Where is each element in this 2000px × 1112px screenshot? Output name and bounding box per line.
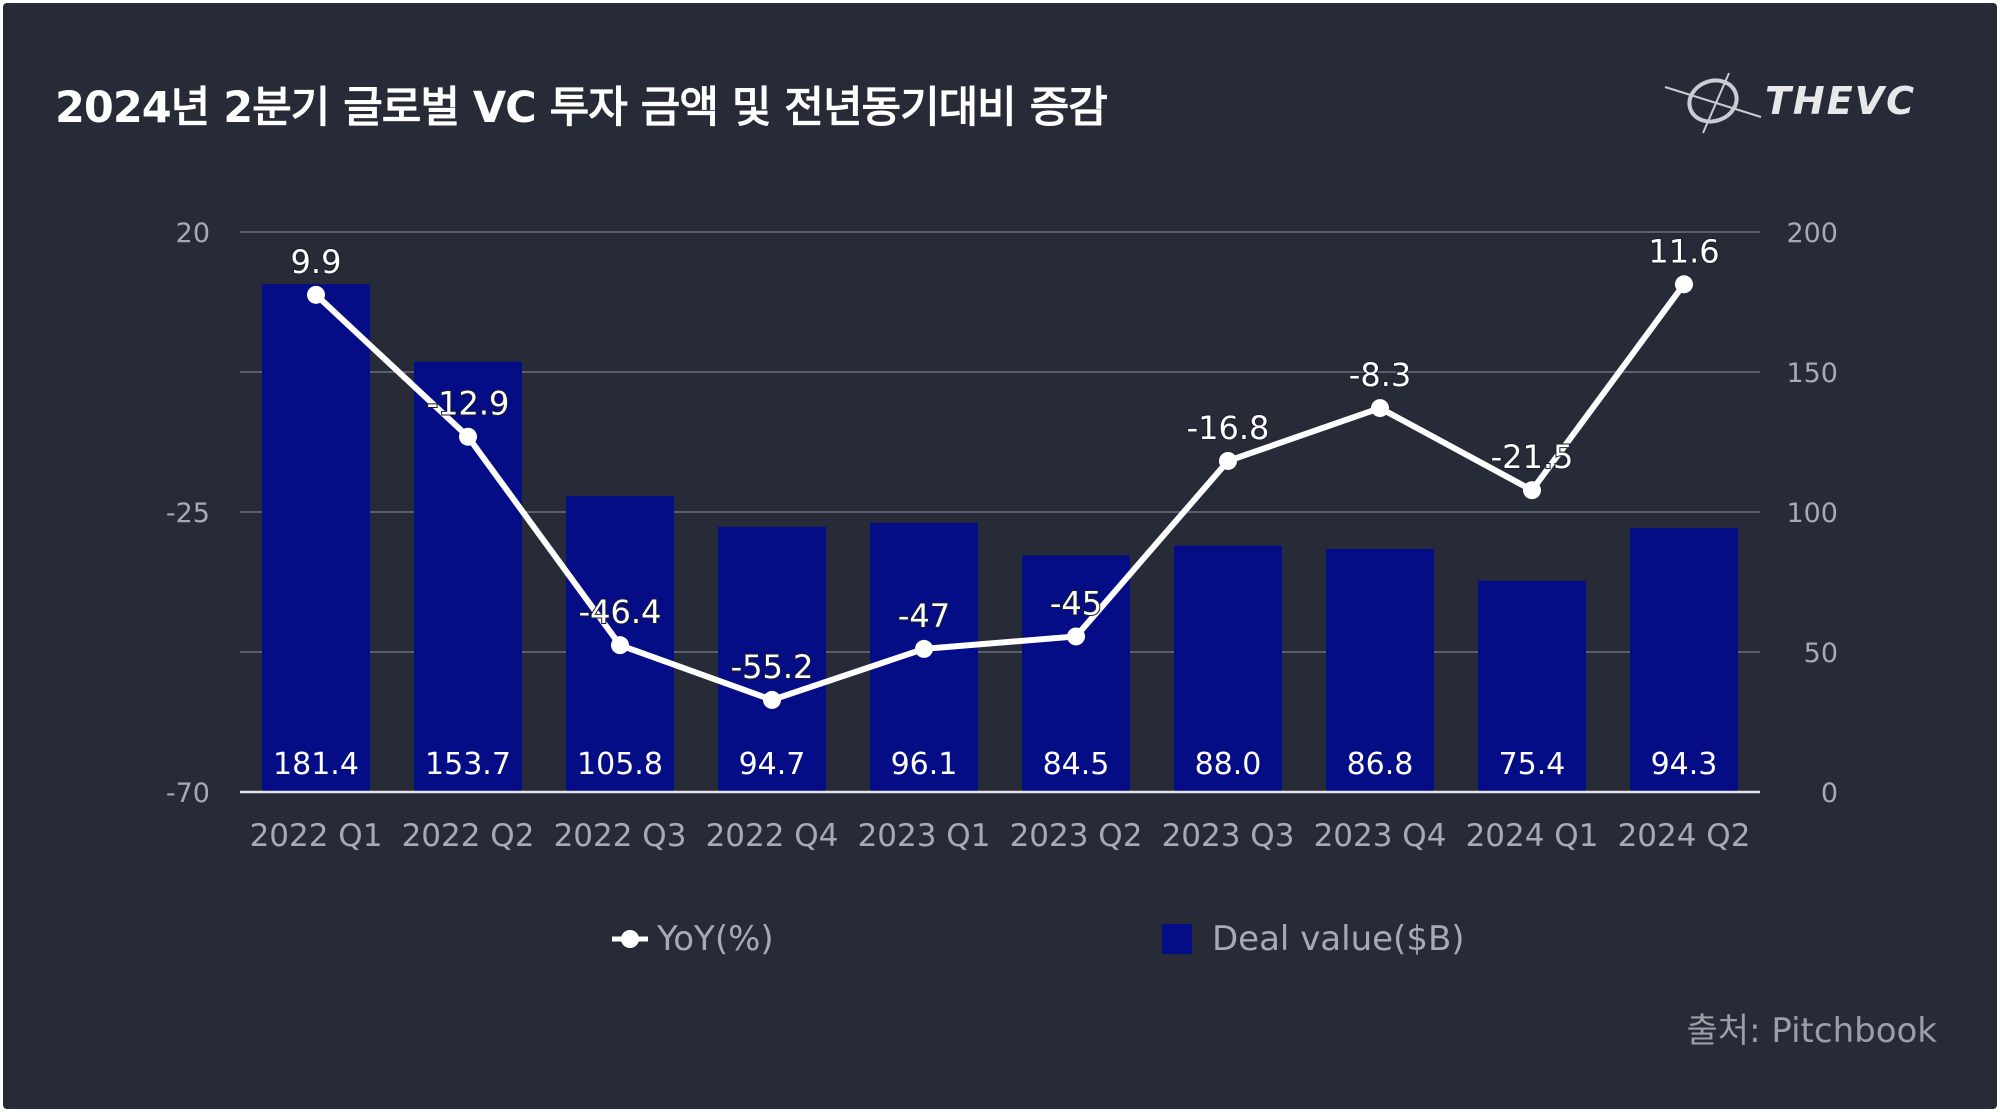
yoy-point[interactable]: [763, 690, 781, 709]
bar-deal-value[interactable]: [1174, 545, 1282, 792]
legend-yoy-label: YoY(%): [657, 919, 774, 959]
legend-deal-value: Deal value($B): [1162, 915, 1465, 965]
bar-value-label: 84.5: [1043, 747, 1110, 782]
orbit-logo-icon: [1664, 72, 1762, 134]
x-tick-label: 2024 Q1: [1466, 818, 1599, 854]
yoy-point[interactable]: [1675, 275, 1693, 294]
y-right-tick-label: 150: [1786, 358, 1838, 389]
brand-wordmark: THEVC: [1765, 79, 1916, 123]
yoy-value-label: 9.9: [291, 243, 342, 281]
yoy-point[interactable]: [1219, 451, 1237, 470]
yoy-value-label: -16.8: [1187, 409, 1270, 447]
bar-deal-value[interactable]: [1478, 580, 1586, 792]
bar-value-label: 94.7: [739, 747, 806, 782]
y-right-tick-label: 100: [1786, 498, 1838, 529]
bar-value-label: 94.3: [1651, 747, 1718, 782]
bar-deal-value[interactable]: [718, 526, 826, 792]
y-right-tick-label: 50: [1804, 638, 1838, 669]
yoy-value-label: -8.3: [1349, 356, 1411, 394]
bar-value-label: 105.8: [577, 747, 663, 782]
y-left-tick-label: 20: [176, 218, 210, 249]
bar-value-label: 86.8: [1347, 747, 1414, 782]
yoy-value-label: -47: [898, 597, 950, 635]
y-left-tick-label: -70: [166, 778, 210, 809]
x-tick-label: 2022 Q4: [706, 818, 839, 854]
x-tick-label: 2023 Q2: [1010, 818, 1143, 854]
yoy-value-label: -46.4: [579, 593, 662, 631]
legend-line-marker-icon: [612, 930, 648, 948]
y-right-tick-label: 0: [1821, 778, 1838, 809]
legend-yoy: YoY(%): [610, 915, 840, 965]
bar-deal-value[interactable]: [262, 284, 370, 792]
yoy-point[interactable]: [1523, 481, 1541, 500]
yoy-line: [313, 282, 1687, 703]
x-tick-label: 2022 Q3: [554, 818, 687, 854]
legend-bar-swatch-icon: [1162, 924, 1192, 954]
yoy-value-label: 11.6: [1648, 232, 1719, 270]
bar-value-label: 153.7: [425, 747, 511, 782]
yoy-value-label: -12.9: [427, 385, 510, 423]
x-tick-label: 2023 Q3: [1162, 818, 1295, 854]
x-tick-label: 2024 Q2: [1618, 818, 1751, 854]
x-tick-label: 2023 Q4: [1314, 818, 1447, 854]
yoy-value-label: -21.5: [1491, 438, 1574, 476]
bar-value-label: 75.4: [1499, 747, 1566, 782]
yoy-value-label: -55.2: [731, 648, 814, 686]
yoy-point[interactable]: [1067, 627, 1085, 646]
yoy-point[interactable]: [307, 285, 325, 304]
bar-deal-value[interactable]: [1326, 548, 1434, 792]
y-left-tick-label: -25: [166, 498, 210, 529]
yoy-point[interactable]: [611, 636, 629, 655]
x-tick-label: 2022 Q1: [250, 818, 383, 854]
yoy-point[interactable]: [1371, 399, 1389, 418]
bar-deal-value[interactable]: [1630, 527, 1738, 792]
bar-value-label: 181.4: [273, 747, 359, 782]
bar-value-label: 96.1: [891, 747, 958, 782]
yoy-point[interactable]: [915, 639, 933, 658]
yoy-value-label: -45: [1050, 584, 1102, 622]
source-note: 출처: Pitchbook: [1686, 1011, 1937, 1051]
legend-deal-value-label: Deal value($B): [1212, 919, 1465, 959]
x-tick-label: 2022 Q2: [402, 818, 535, 854]
brand-logo: THEVC: [1663, 67, 1963, 137]
chart-title: 2024년 2분기 글로벌 VC 투자 금액 및 전년동기대비 증감: [55, 83, 1108, 133]
x-tick-label: 2023 Q1: [858, 818, 991, 854]
yoy-point[interactable]: [459, 427, 477, 446]
y-right-tick-label: 200: [1786, 218, 1838, 249]
bar-value-label: 88.0: [1195, 747, 1262, 782]
bar-deal-value[interactable]: [414, 361, 522, 792]
